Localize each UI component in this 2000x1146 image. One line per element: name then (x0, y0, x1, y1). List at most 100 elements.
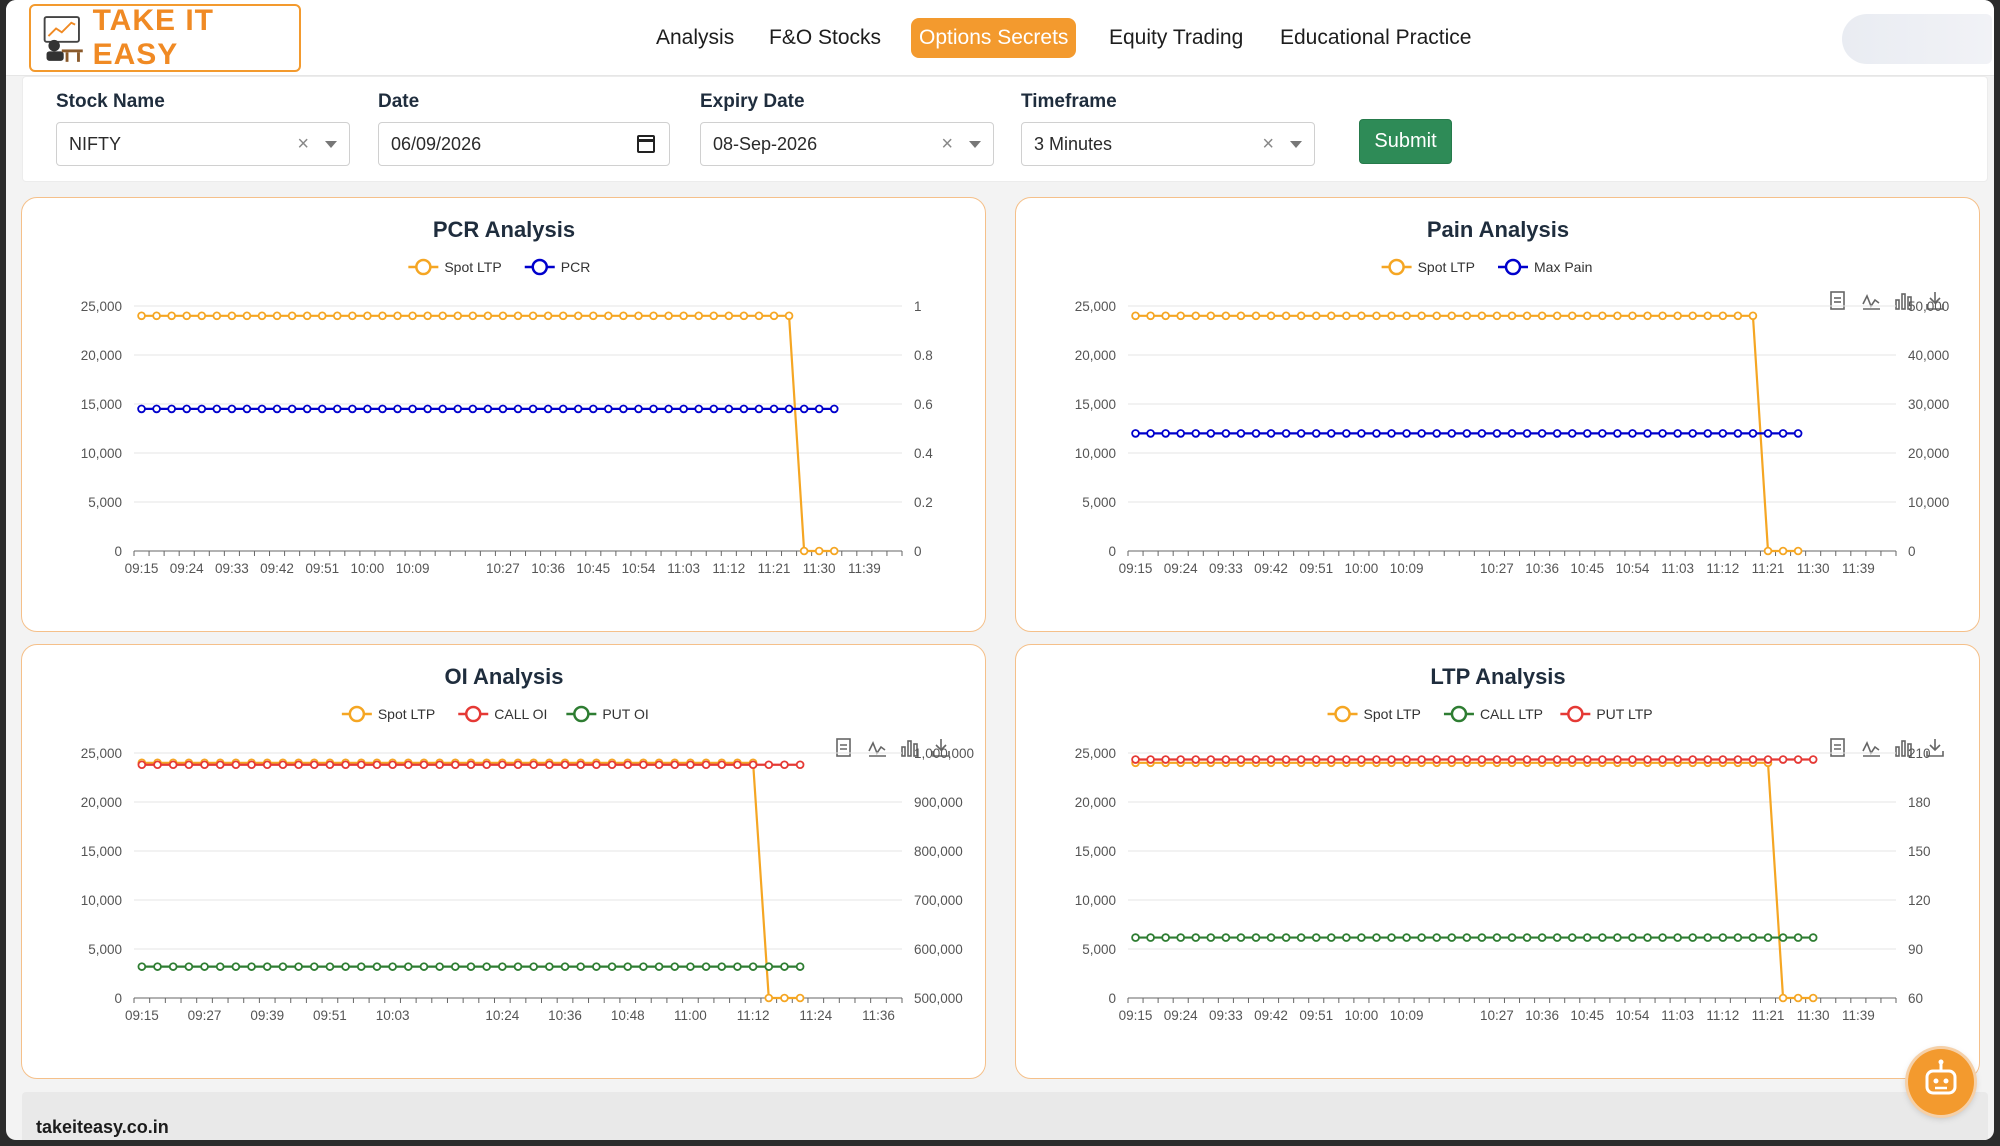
user-profile-avatar[interactable] (1842, 14, 1992, 64)
data-point (317, 404, 327, 414)
legend-label: Spot LTP (1364, 706, 1421, 722)
series-line (1135, 761, 1814, 1000)
legend-item-spot-ltp[interactable]: Spot LTP (1327, 705, 1421, 723)
legend-item-max-pain[interactable]: Max Pain (1498, 258, 1592, 276)
data-point (1281, 755, 1291, 764)
data-point (1372, 429, 1381, 438)
footer-domain[interactable]: takeiteasy.co.in (36, 1117, 169, 1137)
data-point (1131, 311, 1140, 321)
x-tick-label: 09:51 (1299, 561, 1333, 576)
data-point (1613, 311, 1622, 321)
legend-marker (573, 705, 590, 723)
y-right-tick-label: 600,000 (914, 942, 963, 957)
data-point (153, 962, 162, 971)
data-point (468, 404, 478, 414)
bar-chart-icon[interactable] (1895, 740, 1912, 757)
data-point (784, 404, 794, 414)
data-point (247, 760, 256, 770)
data-point (466, 962, 476, 971)
data-point (560, 760, 570, 770)
y-left-tick-label: 5,000 (1082, 495, 1116, 510)
legend-item-pcr[interactable]: PCR (524, 258, 591, 276)
legend-item-call-oi[interactable]: CALL OI (458, 705, 547, 723)
clear-icon[interactable]: × (941, 133, 953, 155)
legend-item-spot-ltp[interactable]: Spot LTP (408, 258, 502, 276)
data-point (1462, 755, 1472, 764)
data-point (1311, 933, 1321, 942)
x-tick-label: 10:09 (1390, 1008, 1424, 1023)
data-point (717, 962, 727, 971)
download-icon[interactable] (932, 739, 950, 757)
legend-item-put-oi[interactable]: PUT OI (566, 705, 649, 723)
nav-item-analysis[interactable]: Analysis (656, 26, 735, 49)
x-tick-label: 09:51 (305, 561, 339, 576)
x-tick-label: 09:42 (260, 561, 294, 576)
data-point (1432, 933, 1442, 942)
chevron-down-icon[interactable] (1290, 141, 1302, 148)
brand-logo[interactable]: TAKE IT EASY (29, 4, 301, 72)
line-chart-icon[interactable] (1862, 741, 1880, 757)
legend-label: Spot LTP (1418, 259, 1475, 275)
data-point (1221, 311, 1231, 321)
nav-item-equity-trading[interactable]: Equity Trading (1109, 26, 1244, 49)
nav-item-fo-stocks[interactable]: F&O Stocks (769, 26, 882, 49)
data-point (1417, 429, 1426, 438)
x-tick-label: 11:12 (712, 561, 745, 576)
nav-item-educational-practice[interactable]: Educational Practice (1280, 26, 1472, 49)
data-point (1342, 429, 1351, 438)
data-point (1763, 755, 1773, 764)
data-point (419, 760, 429, 770)
submit-button[interactable]: Submit (1359, 119, 1452, 164)
series-call-ltp (1131, 933, 1818, 942)
clear-icon[interactable]: × (1262, 133, 1274, 155)
data-point (1236, 755, 1246, 764)
data-point (1372, 755, 1381, 764)
chatbot-button[interactable] (1908, 1049, 1974, 1115)
data-point (393, 404, 402, 414)
data-point (1402, 755, 1411, 764)
data-view-icon[interactable] (1830, 291, 1845, 310)
legend-item-call-ltp[interactable]: CALL LTP (1443, 705, 1543, 723)
download-icon[interactable] (1926, 739, 1944, 757)
calendar-icon[interactable] (637, 135, 655, 153)
series-line (141, 314, 835, 553)
y-left-tick-label: 20,000 (81, 795, 122, 810)
data-point (1176, 933, 1186, 942)
date-input[interactable]: 06/09/2026 (378, 122, 670, 166)
data-point (1537, 429, 1547, 438)
stock-name-select[interactable]: NIFTY × (56, 122, 350, 166)
clear-icon[interactable]: × (297, 133, 309, 155)
data-view-icon[interactable] (836, 738, 851, 757)
data-point (1658, 429, 1667, 438)
icon-part (1895, 299, 1900, 310)
data-point (1703, 429, 1713, 438)
chevron-down-icon[interactable] (969, 141, 981, 148)
legend-item-spot-ltp[interactable]: Spot LTP (341, 705, 435, 723)
data-point (619, 404, 628, 414)
line-chart-icon[interactable] (868, 741, 886, 757)
data-point (1688, 429, 1698, 438)
data-view-icon[interactable] (1830, 738, 1845, 757)
icon-part (932, 751, 950, 757)
expiry-date-select[interactable]: 08-Sep-2026 × (700, 122, 994, 166)
legend-item-put-ltp[interactable]: PUT LTP (1560, 705, 1653, 723)
legend-marker (1388, 258, 1405, 276)
legend-item-spot-ltp[interactable]: Spot LTP (1381, 258, 1475, 276)
data-point (1643, 429, 1652, 438)
icon-part (1929, 744, 1941, 752)
data-point (780, 760, 789, 770)
data-point (1643, 933, 1652, 942)
data-point (780, 962, 789, 971)
bar-chart-icon[interactable] (1895, 293, 1912, 310)
download-icon[interactable] (1926, 292, 1944, 310)
data-point (670, 760, 680, 770)
line-chart-icon[interactable] (1862, 294, 1880, 310)
data-point (1372, 933, 1381, 942)
timeframe-select[interactable]: 3 Minutes × (1021, 122, 1315, 166)
chevron-down-icon[interactable] (325, 141, 337, 148)
nav-item-options-secrets[interactable]: Options Secrets (911, 18, 1077, 58)
x-tick-label: 09:15 (125, 1008, 159, 1023)
data-point (1342, 755, 1351, 764)
data-point (701, 760, 711, 770)
bar-chart-icon[interactable] (901, 740, 918, 757)
